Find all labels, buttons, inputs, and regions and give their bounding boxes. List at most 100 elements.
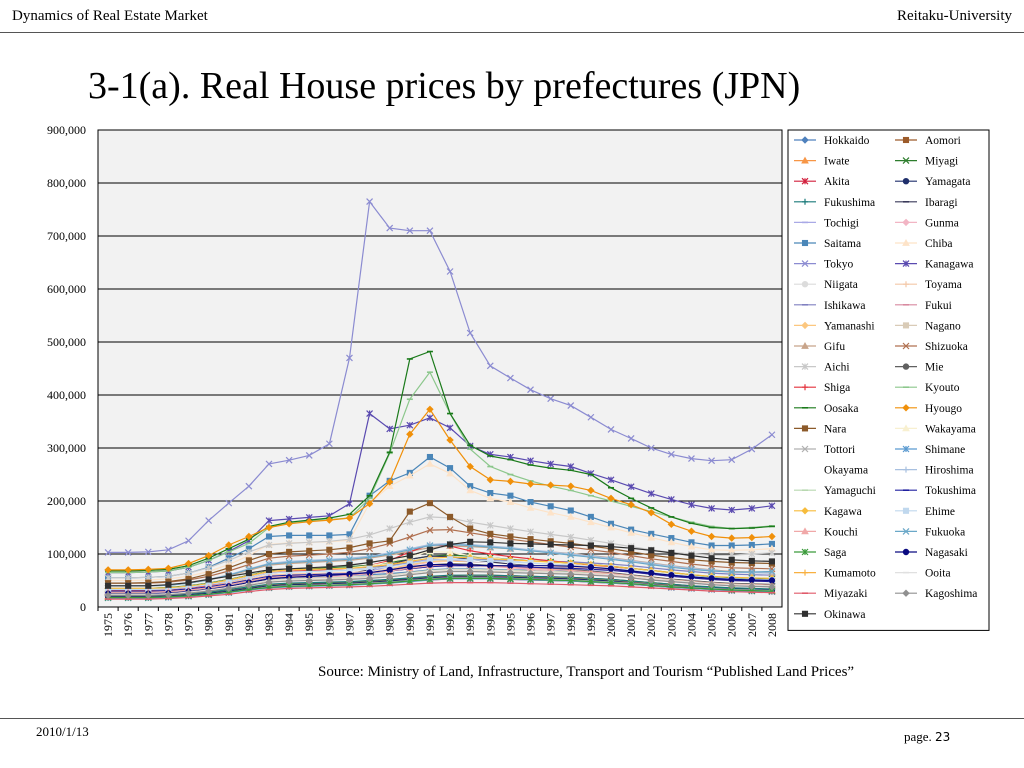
slide-date: 2010/1/13 bbox=[36, 724, 89, 739]
x-tick-label: 1986 bbox=[322, 613, 336, 637]
legend-label: Hyougo bbox=[925, 403, 962, 415]
data-point bbox=[305, 557, 313, 565]
data-point bbox=[406, 563, 414, 570]
data-point bbox=[426, 227, 434, 235]
legend-label: Yamaguchi bbox=[824, 485, 876, 497]
data-point bbox=[546, 569, 555, 578]
data-point bbox=[527, 386, 534, 394]
data-point bbox=[547, 562, 554, 569]
data-point bbox=[607, 579, 615, 587]
legend-item: Nagasaki bbox=[895, 547, 968, 559]
data-point bbox=[447, 513, 454, 520]
legend-marker bbox=[902, 136, 910, 144]
legend-marker bbox=[802, 198, 808, 205]
data-point bbox=[587, 518, 595, 526]
legend-item: Shizuoka bbox=[895, 341, 968, 353]
page-number: 23 bbox=[935, 730, 951, 744]
data-point bbox=[748, 568, 756, 576]
data-point bbox=[587, 553, 594, 560]
legend-marker bbox=[801, 507, 809, 515]
data-point bbox=[366, 545, 374, 553]
plot-area bbox=[97, 129, 783, 608]
legend-label: Tottori bbox=[824, 444, 855, 456]
legend-label: Fukui bbox=[925, 300, 952, 312]
series-line bbox=[108, 564, 772, 595]
y-tick-label: 900,000 bbox=[47, 123, 86, 137]
data-point bbox=[608, 555, 614, 562]
data-point bbox=[446, 561, 454, 568]
data-point bbox=[386, 556, 393, 563]
legend-item: Yamaguchi bbox=[794, 485, 876, 497]
legend-marker bbox=[801, 610, 809, 617]
legend-item: Hyougo bbox=[895, 403, 962, 415]
data-point bbox=[385, 482, 394, 490]
data-point bbox=[426, 405, 434, 414]
legend-marker bbox=[903, 281, 909, 288]
legend-marker bbox=[801, 260, 809, 268]
series-line bbox=[108, 200, 773, 553]
data-point bbox=[426, 561, 434, 568]
data-point bbox=[225, 541, 233, 549]
data-point bbox=[406, 570, 414, 579]
line-chart: 0 100,000 200,000 300,000 400,000 500,000 600,… bbox=[47, 123, 990, 637]
legend-label: Shiga bbox=[824, 382, 850, 394]
x-tick-label: 1981 bbox=[222, 613, 236, 637]
legend-label: Okinawa bbox=[824, 609, 866, 621]
legend-label: Ibaragi bbox=[925, 197, 958, 209]
legend-item: Hokkaido bbox=[794, 135, 870, 147]
data-point bbox=[406, 508, 413, 515]
x-tick-label: 1984 bbox=[282, 613, 296, 637]
data-point bbox=[607, 523, 615, 531]
data-point bbox=[366, 531, 374, 539]
data-point bbox=[265, 541, 273, 549]
x-tick-label: 1985 bbox=[302, 613, 316, 637]
legend-marker bbox=[902, 404, 910, 412]
series-line bbox=[108, 350, 772, 572]
data-point bbox=[326, 532, 333, 539]
legend-label: Chiba bbox=[925, 238, 952, 250]
data-point bbox=[184, 559, 193, 568]
data-point bbox=[265, 560, 273, 568]
legend-item: Nara bbox=[794, 423, 846, 435]
legend-label: Kumamoto bbox=[824, 568, 876, 580]
legend-item: Yamagata bbox=[895, 176, 970, 188]
data-point bbox=[286, 558, 293, 565]
x-tick-label: 1976 bbox=[121, 613, 135, 637]
data-point bbox=[768, 577, 776, 584]
legend-label: Fukuoka bbox=[925, 526, 965, 538]
legend-marker bbox=[902, 322, 910, 329]
data-point bbox=[647, 508, 655, 517]
legend-label: Nara bbox=[824, 423, 846, 435]
legend-item: Tottori bbox=[794, 444, 855, 456]
data-point bbox=[547, 395, 555, 403]
data-point bbox=[567, 562, 574, 570]
y-tick-label: 600,000 bbox=[47, 282, 86, 296]
legend-label: Shimane bbox=[925, 444, 965, 456]
data-point bbox=[587, 553, 595, 561]
x-tick-label: 1995 bbox=[503, 613, 517, 637]
data-point bbox=[305, 538, 313, 546]
x-tick-label: 1980 bbox=[202, 613, 216, 637]
legend-label: Wakayama bbox=[925, 423, 976, 435]
legend-item: Gunma bbox=[895, 217, 959, 229]
data-point bbox=[768, 583, 776, 591]
data-point bbox=[385, 478, 394, 486]
data-point bbox=[487, 530, 494, 537]
data-point bbox=[265, 550, 273, 558]
data-point bbox=[286, 548, 293, 555]
series-line bbox=[108, 569, 772, 595]
legend-item: Mie bbox=[895, 362, 944, 374]
data-point bbox=[306, 557, 313, 564]
legend-item: Saga bbox=[794, 547, 846, 559]
data-point bbox=[527, 457, 534, 465]
data-point bbox=[566, 512, 575, 520]
legend-marker bbox=[802, 384, 808, 391]
legend-label: Ehime bbox=[925, 506, 955, 518]
data-point bbox=[688, 565, 695, 572]
data-point bbox=[607, 426, 615, 433]
legend-marker bbox=[902, 507, 910, 514]
data-point bbox=[728, 576, 735, 583]
legend-item: Tochigi bbox=[794, 217, 859, 229]
data-point bbox=[587, 571, 595, 579]
data-point bbox=[628, 557, 635, 564]
